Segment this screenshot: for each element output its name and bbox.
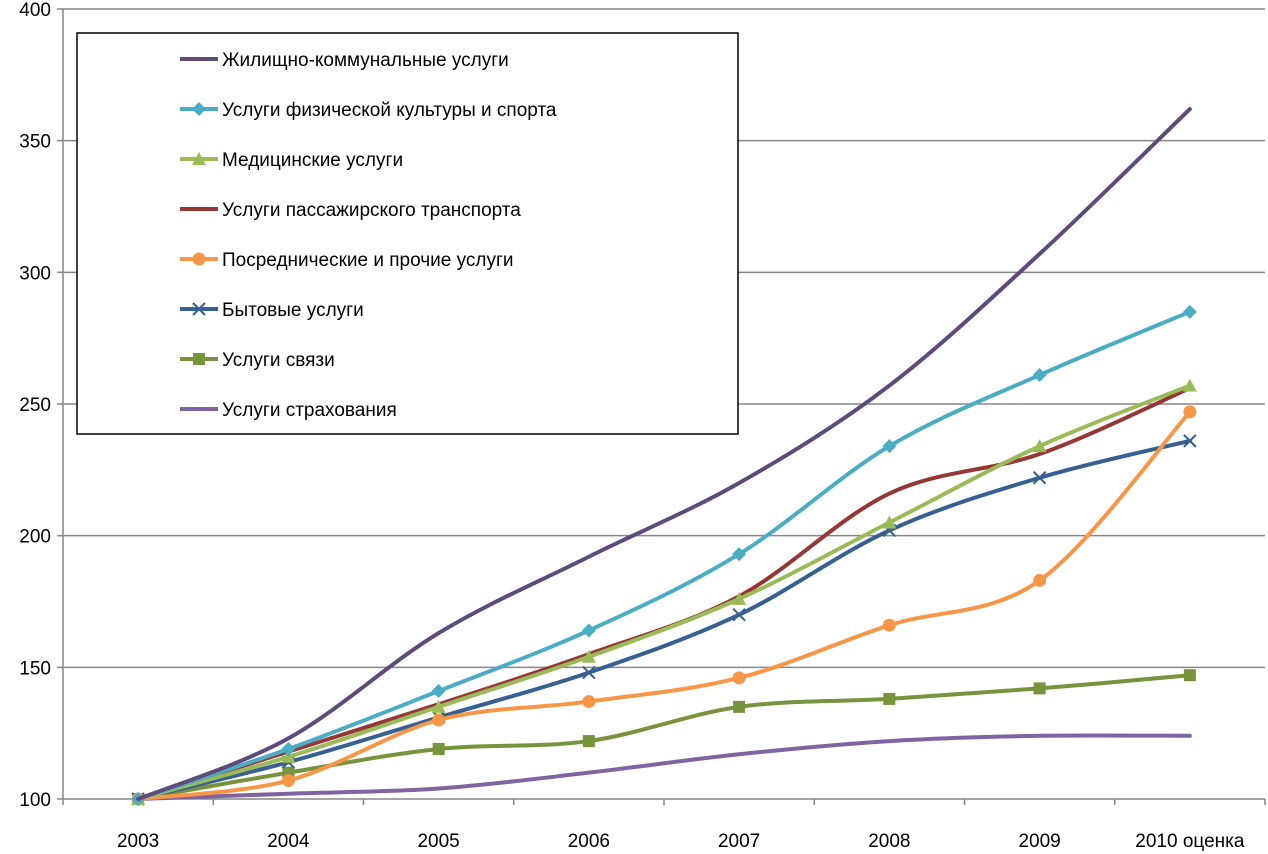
data-point <box>432 742 445 755</box>
legend-label: Бытовые услуги <box>222 300 364 321</box>
y-tick-label: 400 <box>19 0 51 21</box>
data-point <box>582 695 596 709</box>
x-tick-label: 2006 <box>568 831 610 852</box>
series-1 <box>136 107 1192 801</box>
x-marker-stroke <box>1183 434 1197 448</box>
series-8 <box>136 733 1192 801</box>
data-point <box>581 623 596 638</box>
legend-label: Жилищно-коммунальные услуги <box>222 50 509 71</box>
data-point <box>281 774 295 788</box>
data-point <box>732 671 746 685</box>
legend-swatch-marker <box>192 102 206 116</box>
data-point <box>882 515 897 529</box>
legend-swatch-marker <box>192 152 206 165</box>
legend: Жилищно-коммунальные услуги Услуги физиче… <box>76 32 739 435</box>
x-tick-label: 2008 <box>868 831 910 852</box>
legend-label: Услуги связи <box>222 350 335 371</box>
data-point <box>1032 471 1047 485</box>
series-2 <box>131 304 1197 806</box>
x-tick-label: 2004 <box>267 831 310 852</box>
series-line <box>136 673 1192 801</box>
legend-item: Услуги пассажирского транспорта <box>180 200 521 221</box>
legend-box <box>76 32 739 435</box>
x-axis-ticks: 2003 2004 2005 2006 2007 2008 2009 2010 оценка <box>62 799 1266 852</box>
y-tick-label: 100 <box>19 790 51 811</box>
x-tick-label: 2005 <box>417 831 459 852</box>
legend-item: Услуги страхования <box>180 400 397 421</box>
x-marker-stroke <box>1032 471 1047 485</box>
legend-label: Услуги пассажирского транспорта <box>222 200 521 221</box>
data-point <box>883 692 896 705</box>
data-point <box>281 749 296 763</box>
series-line <box>136 438 1192 801</box>
data-point <box>1183 405 1197 419</box>
data-point <box>733 700 746 713</box>
data-point <box>582 735 595 748</box>
data-point <box>1033 682 1046 695</box>
data-point <box>1182 304 1197 319</box>
data-point <box>281 741 296 756</box>
y-tick-label: 250 <box>19 395 51 416</box>
series-line <box>136 409 1192 801</box>
data-point <box>1183 669 1196 682</box>
x-marker-stroke <box>732 607 746 622</box>
data-point <box>581 649 596 663</box>
data-point <box>432 713 446 727</box>
series-lines <box>131 107 1197 806</box>
legend-swatch-marker <box>192 302 206 316</box>
data-point <box>431 684 446 699</box>
y-tick-label: 150 <box>19 658 51 679</box>
data-point <box>732 607 746 622</box>
legend-item: Посреднические и прочие услуги <box>180 250 514 271</box>
x-marker-stroke <box>582 665 596 680</box>
series-line <box>136 309 1192 801</box>
data-point <box>431 699 446 713</box>
data-point <box>1033 573 1047 587</box>
y-tick-label: 200 <box>19 527 51 548</box>
y-tick-label: 350 <box>19 132 51 153</box>
legend-label: Медицинские услуги <box>222 150 403 171</box>
data-point <box>732 591 747 605</box>
data-point <box>882 439 897 454</box>
series-line <box>136 733 1192 801</box>
data-point <box>1182 378 1197 392</box>
legend-label: Посреднические и прочие услуги <box>222 250 514 271</box>
series-5 <box>131 405 1197 806</box>
legend-swatch-marker <box>193 353 205 365</box>
y-axis-ticks: 100 150 200 250 300 350 400 <box>19 0 63 811</box>
x-marker-stroke <box>192 302 206 316</box>
legend-item: Медицинские услуги <box>180 150 403 171</box>
y-tick-label: 300 <box>19 263 51 284</box>
x-tick-label: 2010 оценка <box>1135 831 1245 852</box>
series-line <box>136 383 1192 801</box>
x-tick-label: 2007 <box>718 831 760 852</box>
legend-label: Услуги страхования <box>222 400 397 421</box>
legend-label: Услуги физической культуры и спорта <box>222 100 557 121</box>
series-line <box>136 107 1192 801</box>
legend-item: Услуги связи <box>180 350 335 371</box>
legend-swatch-marker <box>192 252 206 266</box>
x-tick-label: 2003 <box>117 831 159 852</box>
x-tick-label: 2009 <box>1018 831 1060 852</box>
data-point <box>1183 434 1197 448</box>
data-point <box>1032 368 1047 383</box>
legend-item: Услуги физической культуры и спорта <box>180 100 557 121</box>
legend-item: Бытовые услуги <box>180 300 364 321</box>
legend-item: Жилищно-коммунальные услуги <box>180 50 509 71</box>
data-point <box>1032 439 1047 453</box>
data-point <box>732 547 747 562</box>
data-point <box>882 618 896 632</box>
series-3 <box>131 378 1197 805</box>
data-point <box>582 665 596 680</box>
